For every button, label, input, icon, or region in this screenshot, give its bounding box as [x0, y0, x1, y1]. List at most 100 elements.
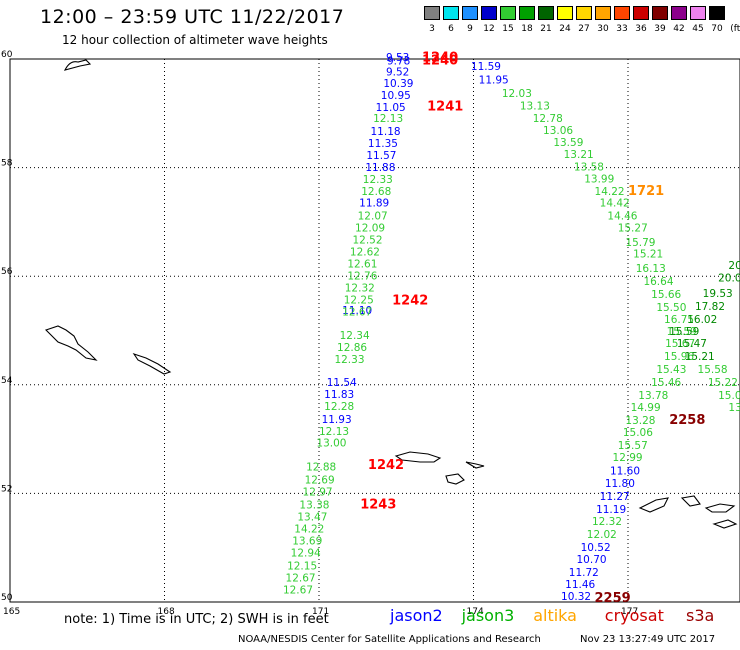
wave-height-label: 15.46	[651, 377, 681, 389]
time-labels: 12401240124112421242124317211722582259	[360, 51, 705, 606]
wave-height-label: 12.78	[533, 113, 563, 125]
footer-credit: NOAA/NESDIS Center for Satellite Applica…	[238, 634, 541, 645]
wave-height-label: 12.61	[347, 259, 377, 271]
wave-height-label: 12.68	[361, 186, 391, 198]
wave-height-label: 10.70	[577, 554, 607, 566]
satellite-name: jason3	[461, 606, 515, 625]
wave-height-label: 9.78	[387, 55, 410, 67]
footer-note: note: 1) Time is in UTC; 2) SWH is in fe…	[64, 612, 329, 627]
island-aleutian-5	[680, 495, 701, 507]
wave-height-label: 15.47	[677, 338, 707, 350]
wave-height-label: 9.52	[386, 66, 409, 78]
legend-label: 21	[540, 24, 552, 34]
island-aleutian-4	[638, 497, 669, 513]
wave-height-label: 13.69	[292, 535, 322, 547]
legend-swatch	[424, 6, 440, 20]
island-pribilof	[44, 325, 98, 361]
time-label: 1241	[427, 100, 463, 115]
wave-height-label: 11.80	[605, 478, 635, 490]
lat-label: 54	[1, 376, 13, 386]
legend-swatch	[443, 6, 459, 20]
island-aleutian-1	[394, 451, 442, 463]
wave-height-label: 13.96	[728, 402, 740, 414]
wave-height-label: 10.32	[561, 591, 591, 603]
wave-height-label: 13.59	[553, 137, 583, 149]
wave-height-label: 14.42	[600, 198, 630, 210]
wave-height-label: 12.67	[283, 584, 313, 596]
wave-height-label: 13.99	[584, 173, 614, 185]
wave-height-label: 11.59	[471, 61, 501, 73]
lon-label: 174	[467, 607, 484, 617]
wave-height-label: 15.09	[718, 390, 740, 402]
wave-height-label: 10.52	[581, 542, 611, 554]
wave-height-label: 14.99	[631, 402, 661, 414]
wave-height-label: 12.33	[334, 354, 364, 366]
lat-label: 58	[1, 159, 13, 169]
satellite-name: altika	[533, 606, 577, 625]
island-aleutian-2	[465, 461, 485, 469]
legend-swatch	[481, 6, 497, 20]
wave-height-label: 11.95	[479, 74, 509, 86]
wave-height-label: 11.18	[371, 126, 401, 138]
wave-height-label: 12.67	[342, 306, 372, 318]
wave-height-label: 15.79	[625, 237, 655, 249]
wave-height-label: 16.64	[643, 276, 673, 288]
wave-height-label: 12.62	[350, 247, 380, 259]
wave-height-label: 10.39	[383, 78, 413, 90]
wave-height-label: 11.19	[596, 504, 626, 516]
wave-height-label: 12.94	[291, 547, 321, 559]
coastline	[44, 59, 738, 529]
wave-height-label: 11.27	[600, 491, 630, 503]
legend-label: 30	[597, 24, 609, 34]
lat-label: 52	[1, 484, 12, 494]
wave-height-label: 13.13	[520, 100, 550, 112]
wave-height-label: 14.22	[595, 186, 625, 198]
lon-label: 177	[621, 607, 638, 617]
wave-height-label: 12.28	[324, 401, 354, 413]
legend-label: 18	[521, 24, 533, 34]
legend-label: 36	[635, 24, 647, 34]
time-label: 1240	[422, 51, 458, 66]
wave-height-label: 20.53	[728, 260, 740, 272]
legend-label: 6	[448, 24, 454, 34]
wave-height-label: 20.09	[718, 273, 740, 285]
legend-unit: (ft)	[730, 24, 740, 34]
wave-height-label: 11.46	[565, 579, 595, 591]
wave-height-label: 17.82	[695, 301, 725, 313]
satellite-name: jason2	[390, 606, 443, 625]
wave-height-label: 15.57	[618, 440, 648, 452]
lat-label: 56	[1, 267, 13, 277]
wave-height-label: 12.99	[613, 452, 643, 464]
legend-label: 9	[467, 24, 473, 34]
legend-swatch	[709, 6, 725, 20]
legend-label: 24	[559, 24, 571, 34]
lat-label: 50	[1, 593, 13, 603]
wave-height-label: 11.72	[569, 567, 599, 579]
wave-height-label: 12.33	[363, 174, 393, 186]
wave-height-label: 13.38	[299, 500, 329, 512]
wave-height-label: 16.13	[636, 263, 666, 275]
wave-height-label: 16.02	[687, 314, 717, 326]
lon-label: 168	[158, 607, 175, 617]
wave-height-label: 12.69	[305, 475, 335, 487]
wave-height-label: 13.28	[625, 415, 655, 427]
wave-height-label: 15.96	[664, 351, 694, 363]
time-label: 1242	[368, 458, 404, 473]
satellite-tracks: 9.539.789.5210.3910.9511.0511.1811.3511.…	[283, 52, 740, 603]
wave-height-label: 12.07	[358, 211, 388, 223]
time-label: 2258	[669, 413, 705, 428]
legend-label: 15	[502, 24, 514, 34]
legend-swatch	[614, 6, 630, 20]
wave-height-label: 15.22	[708, 377, 738, 389]
legend-label: 70	[711, 24, 723, 34]
legend-swatch	[595, 6, 611, 20]
wave-height-label: 12.86	[337, 342, 367, 354]
wave-height-label: 11.05	[376, 102, 406, 114]
map-title: 12:00 – 23:59 UTC 11/22/2017	[40, 6, 345, 28]
wave-height-label: 12.32	[345, 282, 375, 294]
legend-swatch	[652, 6, 668, 20]
legend-swatch	[671, 6, 687, 20]
wave-height-label: 12.09	[355, 223, 385, 235]
wave-height-label: 12.34	[340, 330, 370, 342]
wave-height-label: 15.66	[651, 289, 681, 301]
